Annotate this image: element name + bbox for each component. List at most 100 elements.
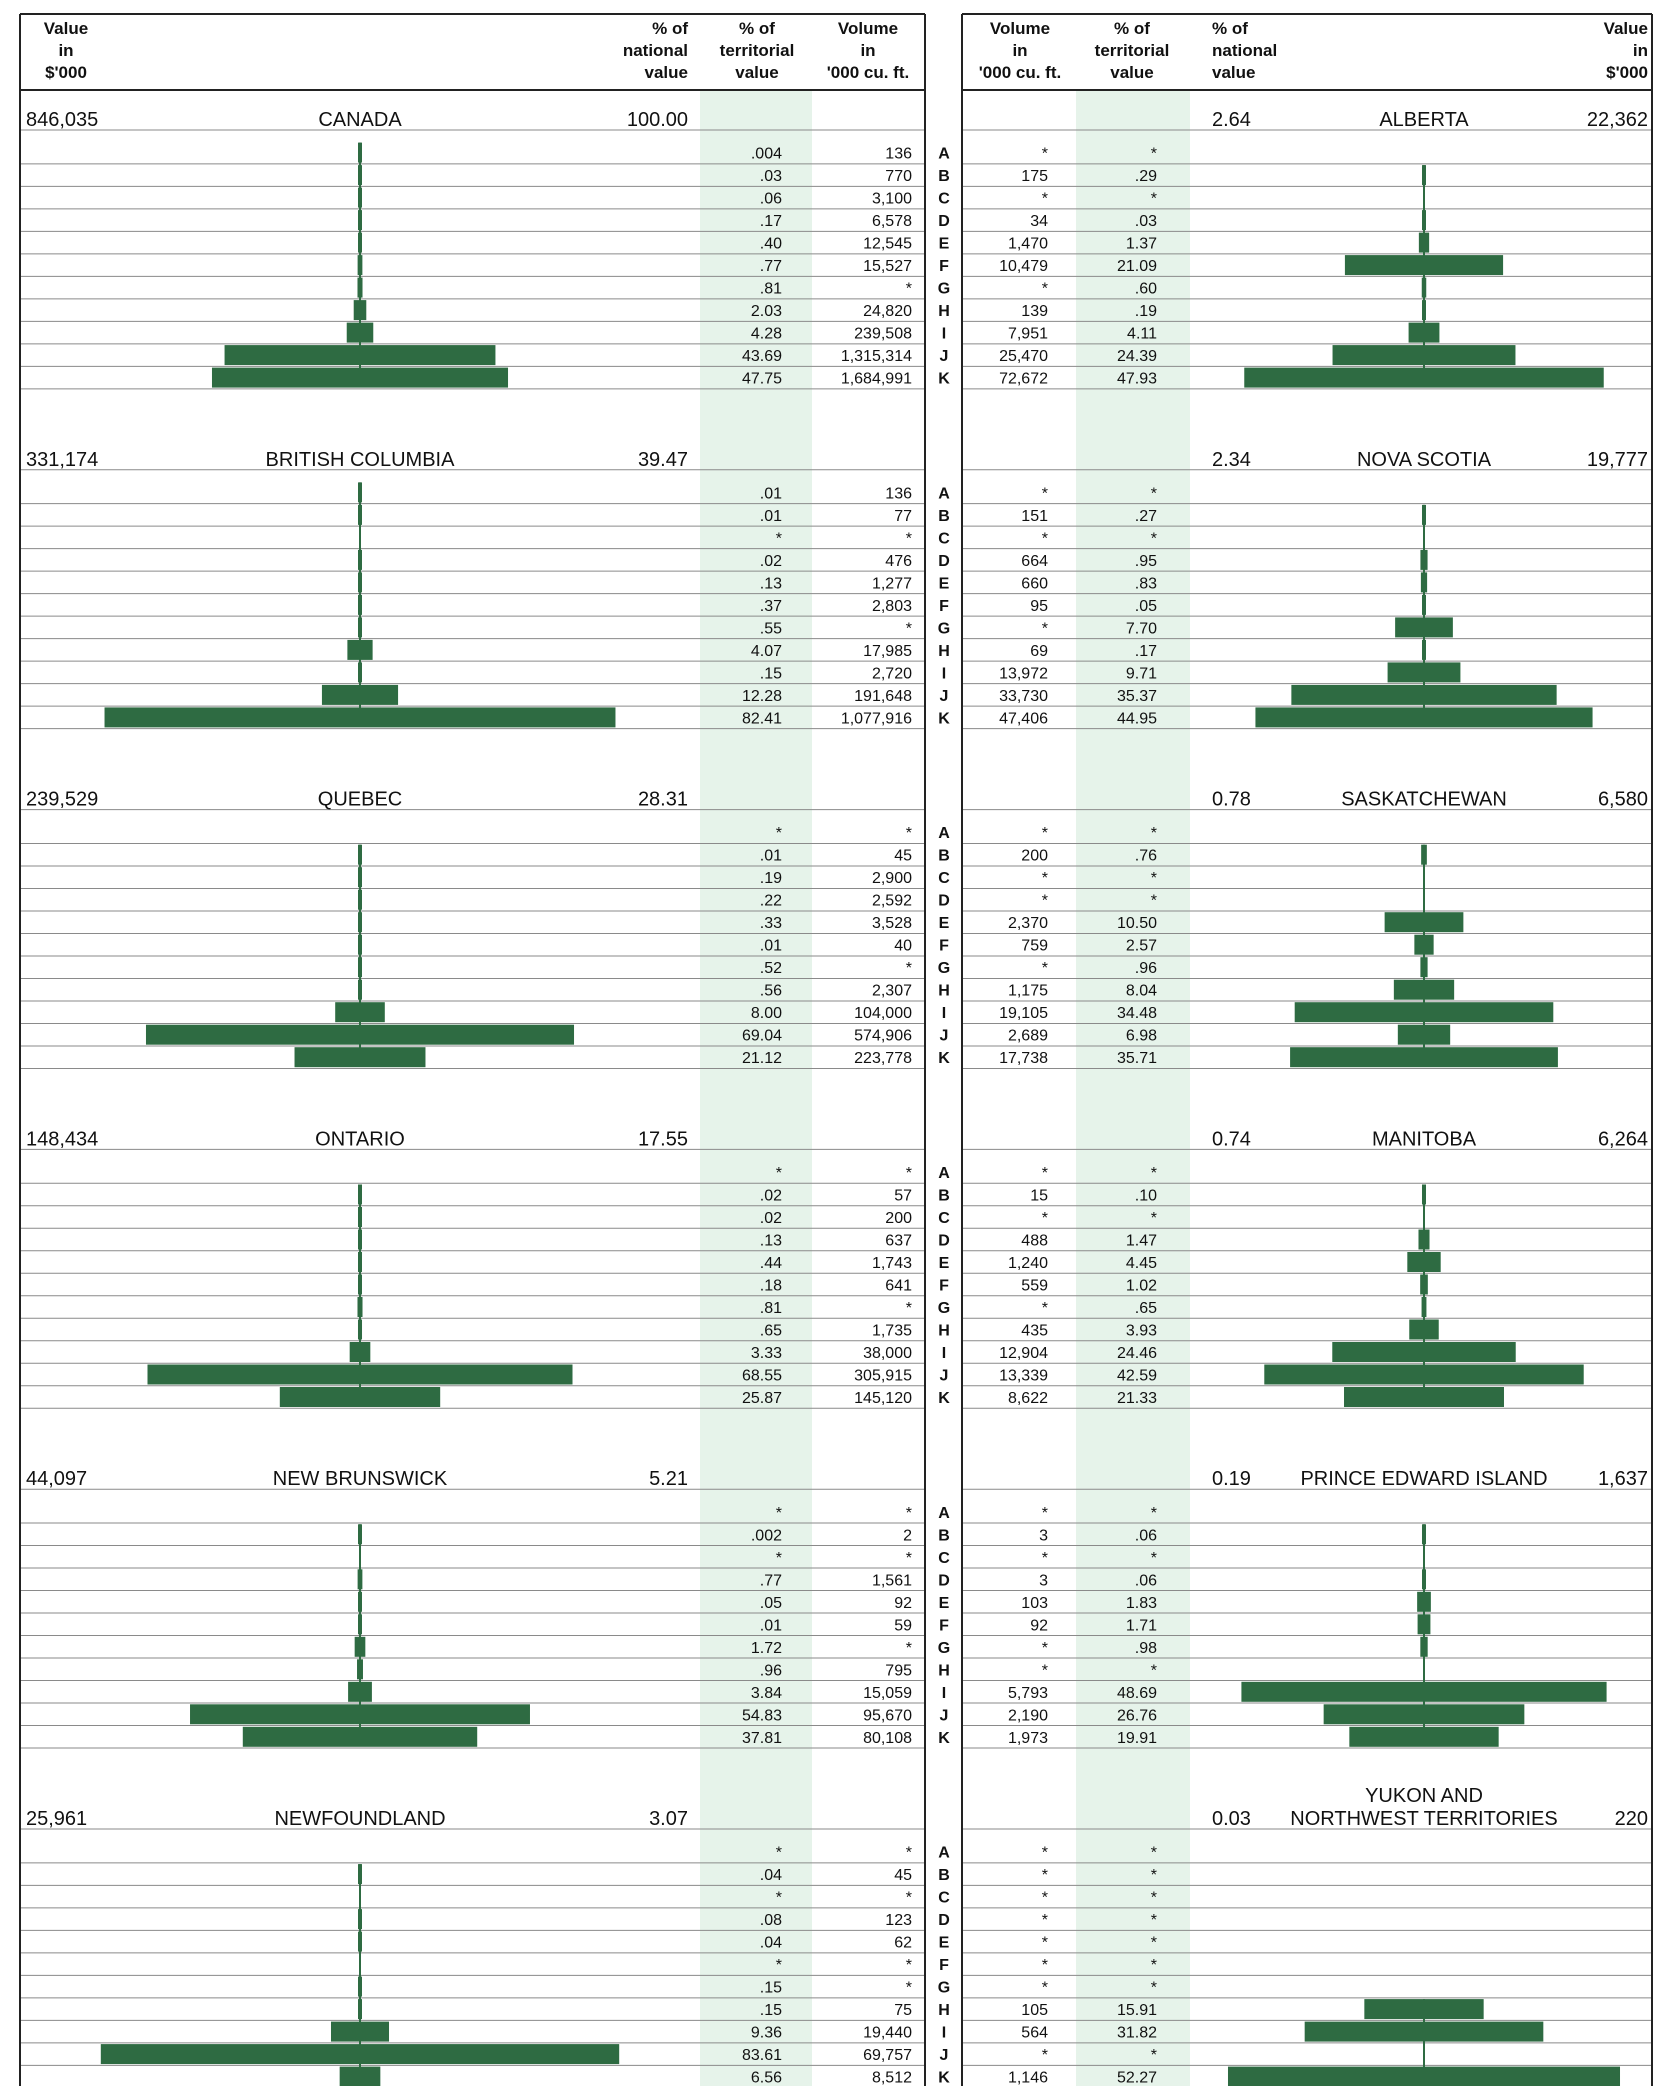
pct-territorial-label: .29 — [1135, 168, 1157, 185]
category-label: F — [939, 258, 949, 275]
pct-territorial-label: .83 — [1135, 575, 1157, 592]
bar-G — [1420, 957, 1428, 978]
pct-territorial-label: 52.27 — [1117, 2070, 1157, 2086]
pct-territorial-label: * — [1151, 1210, 1157, 1227]
bar-H — [347, 639, 373, 660]
pct-territorial-label: 1.83 — [1126, 1595, 1157, 1612]
bar-B — [358, 1864, 362, 1885]
pct-territorial-label: * — [776, 1957, 782, 1974]
volume-label: * — [1042, 960, 1048, 977]
pct-territorial-label: 15.91 — [1117, 2002, 1157, 2019]
bar-G — [358, 617, 362, 638]
category-label: D — [938, 1233, 950, 1250]
volume-label: 200 — [885, 1210, 912, 1227]
category-label: G — [938, 960, 950, 977]
panel-pct-national: 39.47 — [638, 449, 688, 471]
bar-J — [145, 1024, 575, 1045]
bar-K — [294, 1047, 426, 1068]
header-right-pct-national: national — [1212, 41, 1277, 60]
pct-territorial-label: * — [1151, 146, 1157, 163]
bar-G — [1420, 1636, 1428, 1657]
bar-D — [1422, 1569, 1426, 1590]
pct-territorial-label: 21.12 — [742, 1050, 782, 1067]
pct-territorial-label: 21.09 — [1117, 258, 1157, 275]
category-label: G — [938, 281, 950, 298]
volume-label: * — [1042, 1550, 1048, 1567]
header-left-value: Value — [44, 19, 88, 38]
panel-value: 25,961 — [26, 1808, 87, 1830]
panel-value: 331,174 — [26, 449, 98, 471]
bar-F — [1344, 255, 1504, 276]
volume-label: 305,915 — [854, 1368, 912, 1385]
volume-label: 95,670 — [863, 1707, 912, 1724]
bar-E — [358, 1252, 362, 1272]
pct-territorial-label: 44.95 — [1117, 710, 1157, 727]
pct-territorial-label: 12.28 — [742, 688, 782, 705]
category-label: J — [940, 1707, 949, 1724]
volume-label: 12,545 — [863, 236, 912, 253]
bar-B — [358, 1184, 362, 1205]
volume-label: * — [906, 281, 912, 298]
bar-D — [358, 889, 362, 910]
bar-J — [100, 2044, 620, 2065]
volume-label: * — [906, 1957, 912, 1974]
volume-label: 80,108 — [863, 1730, 912, 1747]
panel-value: 6,580 — [1598, 789, 1648, 811]
header-left-pct-territorial: territorial — [720, 41, 795, 60]
pct-territorial-label: 83.61 — [742, 2047, 782, 2064]
bar-F — [1414, 934, 1434, 955]
panel-value: 220 — [1615, 1808, 1648, 1830]
category-label: D — [938, 213, 950, 230]
bar-J — [224, 345, 496, 366]
pct-territorial-label: * — [1151, 1845, 1157, 1862]
bar-D — [357, 1569, 363, 1590]
bar-H — [1364, 1999, 1484, 2020]
bar-I — [1408, 322, 1440, 343]
volume-label: * — [1042, 1662, 1048, 1679]
bar-J — [147, 1364, 573, 1385]
band-right-territorial — [1076, 90, 1190, 2086]
volume-label: 17,985 — [863, 643, 912, 660]
category-label: G — [938, 620, 950, 637]
pct-territorial-label: 8.04 — [1126, 983, 1157, 1000]
category-label: B — [938, 1188, 950, 1205]
volume-label: 664 — [1021, 553, 1048, 570]
category-label: F — [939, 1957, 949, 1974]
bar-K — [1344, 1387, 1504, 1407]
category-label: H — [938, 1662, 950, 1679]
volume-label: 759 — [1021, 938, 1048, 955]
volume-label: * — [906, 620, 912, 637]
pct-territorial-label: * — [776, 1890, 782, 1907]
pct-territorial-label: .18 — [760, 1278, 782, 1295]
pct-territorial-label: 19.91 — [1117, 1730, 1157, 1747]
pct-territorial-label: 6.98 — [1126, 1028, 1157, 1045]
bar-I — [348, 1681, 372, 1702]
volume-label: * — [906, 1300, 912, 1317]
bar-G — [354, 1636, 366, 1657]
panel-pct-national: 0.03 — [1212, 1808, 1251, 1830]
pct-territorial-label: .60 — [1135, 281, 1157, 298]
pct-territorial-label: .56 — [760, 983, 782, 1000]
bar-J — [190, 1704, 530, 1725]
bar-I — [349, 1342, 371, 1362]
bar-D — [1422, 210, 1426, 231]
bar-J — [1264, 1364, 1584, 1385]
volume-label: 3 — [1039, 1572, 1048, 1589]
panel-title: NORTHWEST TERRITORIES — [1290, 1808, 1557, 1830]
volume-label: * — [906, 825, 912, 842]
panel-value: 19,777 — [1587, 449, 1648, 471]
header-right-pct-national: value — [1212, 63, 1255, 82]
pct-territorial-label: * — [1151, 1890, 1157, 1907]
bar-G — [357, 1297, 363, 1317]
category-label: A — [938, 1845, 950, 1862]
category-label: K — [938, 1050, 950, 1067]
volume-label: 2,803 — [872, 598, 912, 615]
panel-title: QUEBEC — [318, 789, 402, 811]
bar-F — [1422, 594, 1426, 615]
volume-label: 1,315,314 — [841, 348, 912, 365]
pct-territorial-label: .10 — [1135, 1188, 1157, 1205]
header-left-volume: in — [860, 41, 875, 60]
panel-pct-national: 0.78 — [1212, 789, 1251, 811]
volume-label: * — [1042, 146, 1048, 163]
category-label: G — [938, 1980, 950, 1997]
